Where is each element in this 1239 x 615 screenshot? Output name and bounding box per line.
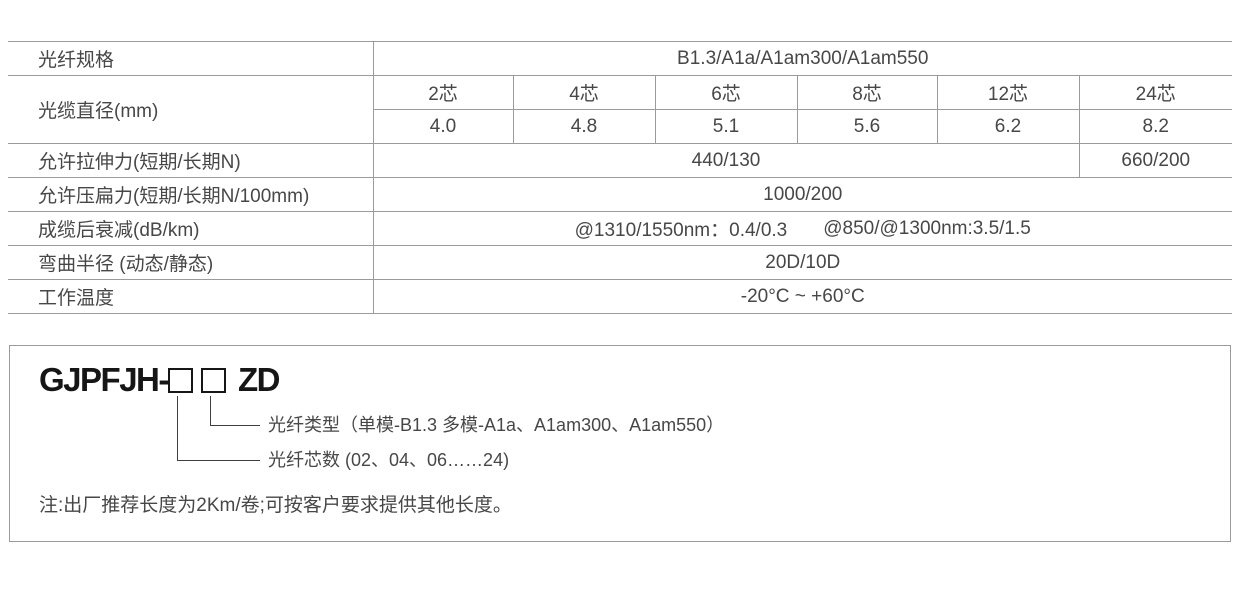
row-diameters: 4.0 4.8 5.1 5.6 6.2 8.2 [8,109,1232,144]
diameter-cell: 4.0 [373,109,513,144]
fiber-type-annotation: 光纤类型（单模-B1.3 多模-A1a、A1am300、A1am550） [268,415,725,435]
bend-radius-value: 20D/10D [373,245,1232,280]
core-count-cell: 6芯 [654,75,797,110]
row-tensile-force: 允许拉伸力(短期/长期N) 440/130 660/200 [8,143,1232,178]
attenuation-multimode: @850/@1300nm:3.5/1.5 [823,217,1031,239]
core-count-cell: 8芯 [796,75,937,110]
fiber-spec-label: 光纤规格 [8,41,374,76]
diameter-cell: 5.1 [654,109,797,144]
tensile-force-value: 440/130 [373,143,1079,178]
core-count-cell: 2芯 [373,75,513,110]
spec-table: 光纤规格 B1.3/A1a/A1am300/A1am550 光缆直径(mm) 2… [8,41,1232,314]
core-count-cell: 24芯 [1078,75,1232,110]
attenuation-label: 成缆后衰减(dB/km) [8,211,374,246]
crush-force-value: 1000/200 [373,177,1232,212]
diameter-cell: 6.2 [936,109,1079,144]
attenuation-value: @1310/1550nm：0.4/0.3 @850/@1300nm:3.5/1.… [373,211,1232,246]
model-code-suffix: ZD [238,361,281,398]
row-fiber-spec: 光纤规格 B1.3/A1a/A1am300/A1am550 [8,41,1232,76]
core-count-connector-line [177,396,260,461]
diameter-cell: 5.6 [796,109,937,144]
fiber-type-placeholder-box-icon [201,368,226,393]
core-count-annotation: 光纤芯数 (02、04、06……24) [268,450,510,470]
model-code-prefix: GJPFJH- [39,361,169,398]
row-crush-force: 允许压扁力(短期/长期N/100mm) 1000/200 [8,177,1232,212]
core-count-cell: 4芯 [512,75,655,110]
tensile-force-value-24core: 660/200 [1078,143,1232,178]
length-note: 注:出厂推荐长度为2Km/卷;可按客户要求提供其他长度。 [39,495,512,516]
bend-radius-label: 弯曲半径 (动态/静态) [8,245,374,280]
core-count-cell: 12芯 [936,75,1079,110]
model-code-box: GJPFJH- ZD 光纤类型（单模-B1.3 多模-A1a、A1am300、A… [9,345,1231,542]
attenuation-singlemode: @1310/1550nm：0.4/0.3 [574,220,788,241]
diameter-cell: 8.2 [1078,109,1232,144]
tensile-force-label: 允许拉伸力(短期/长期N) [8,143,374,178]
cable-diameter-label: 光缆直径(mm) [8,75,374,144]
crush-force-label: 允许压扁力(短期/长期N/100mm) [8,177,374,212]
operating-temp-value: -20°C ~ +60°C [373,279,1232,314]
row-bend-radius: 弯曲半径 (动态/静态) 20D/10D [8,245,1232,280]
fiber-type-connector-line [210,396,260,426]
fiber-spec-value: B1.3/A1a/A1am300/A1am550 [373,41,1232,76]
row-core-counts: 光缆直径(mm) 2芯 4芯 6芯 8芯 12芯 24芯 [8,75,1232,144]
row-operating-temp: 工作温度 -20°C ~ +60°C [8,279,1232,314]
core-count-placeholder-box-icon [168,368,193,393]
operating-temp-label: 工作温度 [8,279,374,314]
diameter-cell: 4.8 [512,109,655,144]
row-attenuation: 成缆后衰减(dB/km) @1310/1550nm：0.4/0.3 @850/@… [8,211,1232,246]
